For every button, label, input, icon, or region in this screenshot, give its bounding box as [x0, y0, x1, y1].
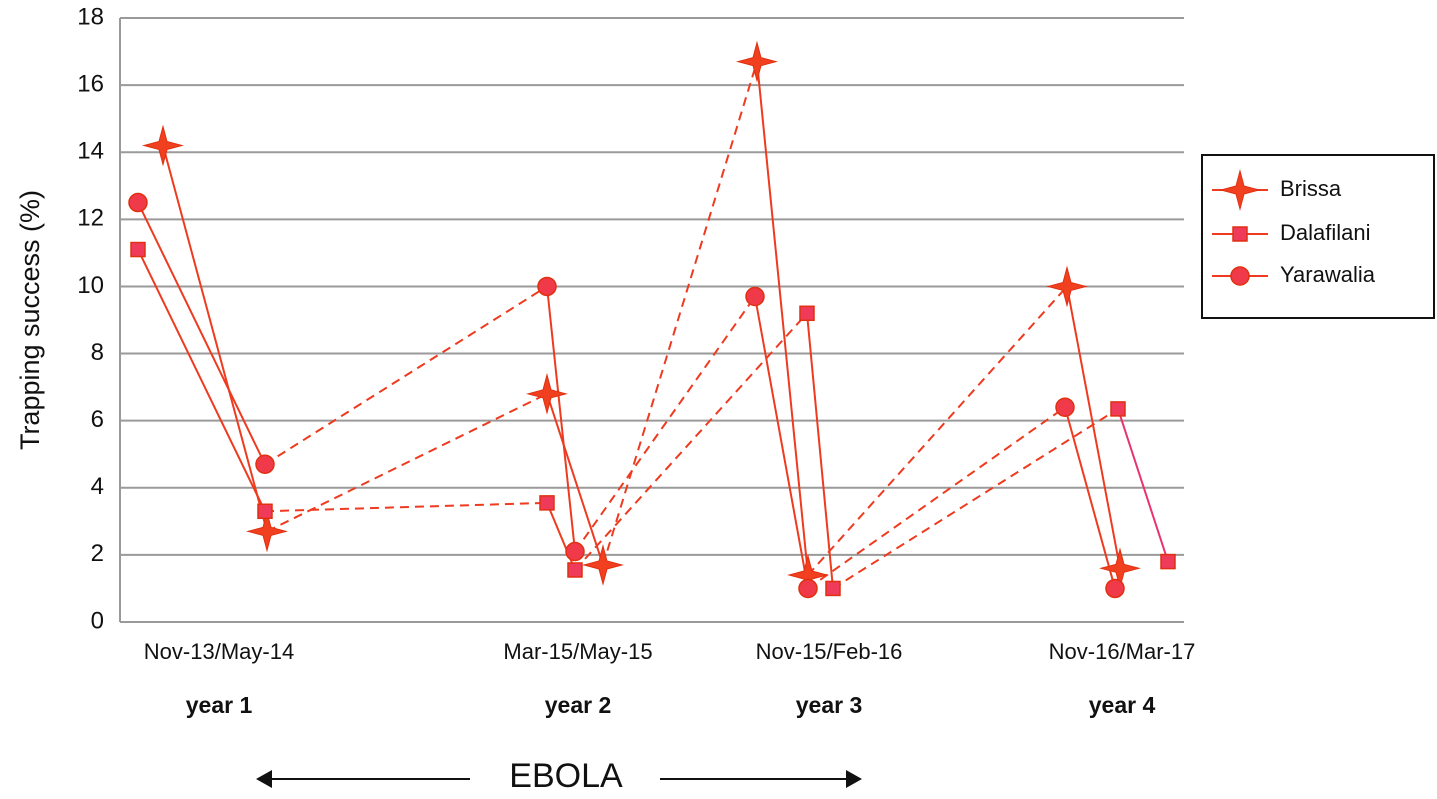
- series: [137, 249, 1169, 590]
- marker: [539, 495, 555, 511]
- series: [162, 61, 1121, 576]
- y-tick-label: 12: [77, 205, 104, 232]
- legend-label: Brissa: [1280, 176, 1342, 201]
- y-tick-label: 10: [77, 272, 104, 299]
- marker: [567, 562, 583, 578]
- marker: [1046, 265, 1088, 308]
- annotation: EBOLA: [509, 757, 623, 794]
- marker: [582, 544, 624, 586]
- line-segment: [1066, 286, 1121, 569]
- x-tick-label: Mar-15/May-15: [503, 639, 652, 664]
- line-segment: [1117, 408, 1169, 562]
- marker: [1105, 578, 1125, 599]
- y-tick-label: 4: [91, 473, 104, 500]
- marker: [745, 286, 765, 307]
- marker: [825, 580, 841, 597]
- year-label: year 4: [1089, 692, 1156, 718]
- marker: [257, 503, 273, 520]
- x-tick-label: Nov-13/May-14: [144, 639, 294, 664]
- marker: [565, 541, 585, 562]
- arrow-left: [256, 770, 470, 788]
- marker: [128, 192, 148, 213]
- x-tick-label: Nov-15/Feb-16: [756, 639, 903, 664]
- marker: [798, 578, 818, 599]
- marker: [246, 510, 288, 553]
- line-segment: [1064, 406, 1116, 589]
- marker: [1055, 397, 1075, 417]
- y-tick-label: 6: [91, 406, 104, 433]
- dashed-segment: [574, 295, 756, 553]
- marker: [130, 241, 146, 258]
- year-label: year 1: [186, 692, 253, 718]
- line-segment: [756, 61, 809, 576]
- line-segment: [754, 296, 809, 589]
- year-label: year 3: [796, 692, 863, 718]
- line-segment: [806, 313, 834, 589]
- y-tick-label: 18: [77, 3, 104, 30]
- marker: [1160, 553, 1176, 570]
- y-tick-label: 8: [91, 339, 104, 366]
- dashed-segment: [264, 285, 548, 466]
- marker: [736, 40, 778, 83]
- dashed-segment: [574, 312, 808, 571]
- year-label: year 2: [545, 692, 612, 718]
- dashed-segment: [807, 406, 1066, 590]
- y-tick-label: 16: [77, 70, 104, 97]
- legend-label: Dalafilani: [1280, 220, 1371, 245]
- marker: [142, 124, 184, 167]
- marker: [799, 305, 815, 322]
- y-tick-label: 2: [91, 540, 104, 567]
- dashed-segment: [266, 392, 548, 533]
- marker: [526, 372, 568, 415]
- y-tick-label: 0: [91, 607, 104, 634]
- marker: [255, 454, 275, 475]
- line-segment: [137, 202, 266, 465]
- dashed-segment: [807, 285, 1068, 576]
- legend-label: Yarawalia: [1280, 262, 1376, 287]
- dashed-segment: [832, 408, 1119, 590]
- legend-marker: [1232, 226, 1248, 242]
- legend-marker: [1230, 266, 1250, 286]
- legend-marker: [1219, 169, 1261, 211]
- line-segment: [546, 393, 604, 566]
- dashed-segment: [264, 501, 548, 513]
- marker: [1110, 401, 1126, 417]
- series: [137, 202, 1116, 590]
- dashed-segment: [602, 61, 758, 566]
- y-tick-label: 14: [77, 138, 104, 165]
- y-axis-label: Trapping success (%): [15, 190, 45, 450]
- line-segment: [546, 286, 576, 552]
- x-tick-label: Nov-16/Mar-17: [1049, 639, 1196, 664]
- arrow-right: [660, 770, 862, 788]
- line-segment: [137, 249, 266, 512]
- marker: [537, 276, 557, 297]
- line-segment: [162, 145, 268, 532]
